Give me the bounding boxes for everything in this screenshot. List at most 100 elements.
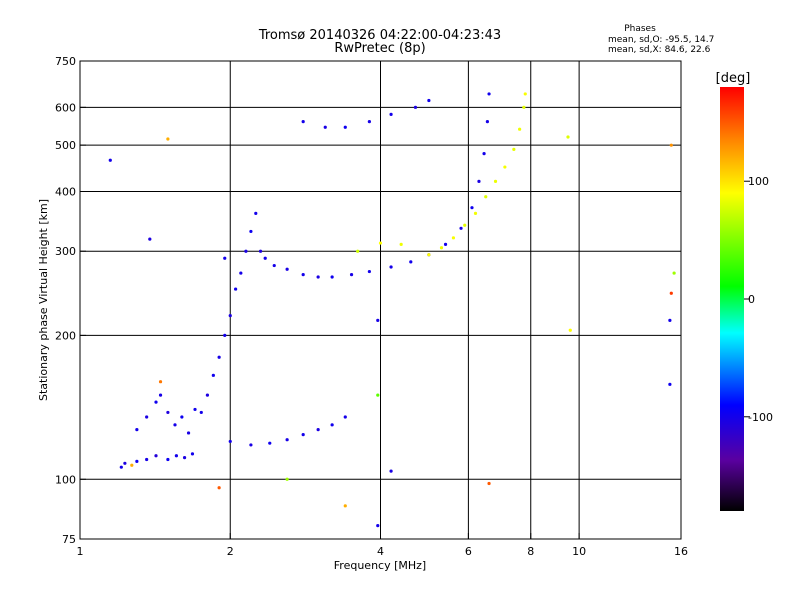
data-point-x [356, 249, 360, 253]
data-point-o [427, 98, 431, 103]
y-tick-label: 500 [55, 139, 76, 152]
data-point-o [205, 393, 210, 397]
data-point-x [503, 165, 507, 169]
data-point-o [180, 415, 184, 419]
data-point-x [484, 195, 488, 199]
data-point-o [376, 318, 380, 322]
data-point-o [349, 273, 354, 277]
data-point-x [378, 241, 383, 245]
data-point-o [487, 92, 491, 96]
data-point-o [485, 120, 490, 124]
data-point-x [130, 463, 134, 467]
data-point-o [228, 314, 232, 318]
data-point-o [148, 237, 152, 241]
data-point-o [249, 443, 253, 447]
data-point-o [376, 524, 380, 528]
x-tick-label: 1 [77, 545, 84, 558]
data-point-x [376, 393, 380, 397]
x-tick-label: 6 [465, 545, 472, 558]
data-point-o [301, 433, 305, 437]
data-point-o [135, 428, 139, 432]
data-point-o [186, 431, 191, 435]
chart-title: Tromsø 20140326 04:22:00-04:23:43 [258, 28, 501, 43]
data-point-x [285, 477, 289, 481]
data-point-o [211, 373, 215, 377]
data-point-o [323, 125, 327, 129]
data-point-o [199, 410, 203, 415]
data-point-o [190, 452, 195, 456]
data-point-o [154, 454, 158, 458]
data-point-o [174, 454, 178, 458]
data-point-x [493, 179, 498, 183]
data-point-o [330, 275, 334, 279]
y-tick-label: 400 [55, 185, 76, 198]
data-point-x [399, 242, 403, 247]
data-point-x [669, 291, 673, 295]
x-tick-label: 16 [674, 545, 688, 558]
data-point-x [522, 105, 526, 109]
phase-info-o: mean, sd,O: -95.5, 14.7 [608, 35, 714, 45]
phase-info-x: mean, sd,X: 84.6, 22.6 [608, 45, 711, 55]
x-tick-label: 4 [377, 545, 384, 558]
data-point-x [518, 127, 522, 131]
data-point-o [470, 206, 474, 210]
x-tick-label: 10 [572, 545, 586, 558]
data-point-o [409, 260, 413, 264]
data-point-o [301, 273, 305, 277]
y-tick-label: 750 [55, 55, 76, 68]
x-tick-label: 8 [527, 545, 534, 558]
data-point-x [439, 246, 444, 250]
data-point-o [301, 120, 305, 124]
data-point-o [173, 423, 177, 427]
data-point-o [254, 211, 258, 215]
colorbar [720, 87, 744, 511]
data-point-o [443, 242, 448, 247]
data-point-o [154, 400, 158, 404]
x-axis-ticks: 1 2 4 6 8 10 16 [77, 533, 688, 558]
grid [80, 61, 681, 539]
data-point-o [330, 423, 334, 427]
data-point-x [669, 143, 673, 147]
scatter-points [108, 92, 676, 528]
data-point-o [135, 459, 139, 463]
data-point-o [389, 469, 393, 473]
data-point-o [389, 112, 393, 116]
data-point-x [451, 236, 456, 240]
data-point-x [523, 92, 527, 96]
data-point-o [263, 256, 267, 260]
data-point-o [367, 269, 371, 274]
y-tick-label: 75 [62, 533, 76, 546]
y-axis-label: Stationary phase Virtual Height [km] [37, 199, 50, 401]
colorbar-tick-label: -100 [748, 411, 773, 424]
data-point-o [145, 457, 149, 462]
data-point-x [672, 271, 676, 275]
data-point-o [166, 410, 170, 415]
data-point-x [566, 135, 570, 139]
data-point-o [223, 256, 227, 260]
data-point-o [145, 415, 149, 419]
data-point-o [316, 428, 320, 432]
data-point-o [343, 415, 347, 419]
data-point-o [343, 125, 347, 129]
data-point-o [239, 271, 243, 275]
data-point-o [477, 179, 481, 183]
colorbar-tick-label: 100 [748, 175, 769, 188]
y-tick-label: 600 [55, 101, 76, 114]
data-point-o [668, 382, 672, 386]
data-point-o [258, 249, 263, 253]
chart-subtitle: RwPretec (8p) [334, 41, 425, 56]
data-point-o [272, 263, 276, 268]
data-point-o [223, 333, 227, 337]
data-point-o [244, 249, 248, 253]
data-point-x [343, 504, 347, 508]
data-point-o [158, 393, 163, 397]
data-point-o [482, 152, 486, 156]
x-tick-label: 2 [227, 545, 234, 558]
data-point-x [158, 380, 163, 384]
colorbar-ticks: 100 0 -100 [744, 175, 773, 424]
data-point-o [285, 438, 289, 442]
data-point-o [668, 318, 672, 322]
data-point-o [389, 265, 393, 269]
data-point-o [234, 287, 238, 291]
